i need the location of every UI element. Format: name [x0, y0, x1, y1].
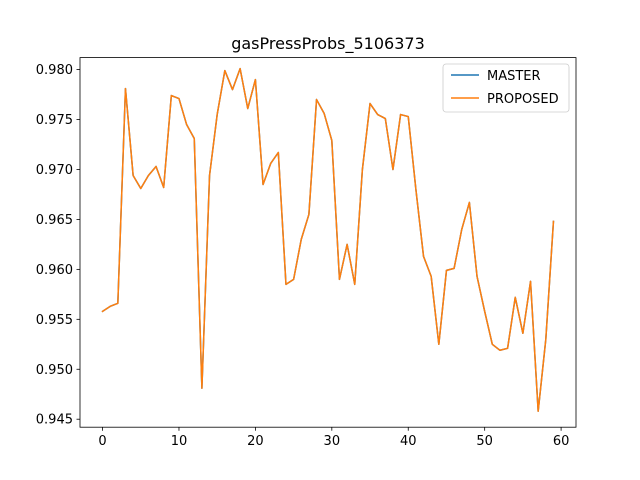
- series-layer: [101, 67, 555, 412]
- x-tick-label: 30: [324, 434, 341, 449]
- y-tick-label: 0.955: [36, 313, 73, 328]
- legend-label-proposed: PROPOSED: [487, 92, 559, 107]
- plot-area: [80, 57, 576, 428]
- chart-title: gasPressProbs_5106373: [231, 34, 425, 54]
- y-tick-label: 0.945: [36, 413, 73, 428]
- series-line-proposed: [101, 67, 555, 412]
- legend-label-master: MASTER: [487, 69, 541, 84]
- x-tick-label: 60: [553, 434, 570, 449]
- y-tick-label: 0.970: [36, 163, 73, 178]
- x-axis: 0 10 20 30 40 50 60: [98, 427, 569, 449]
- y-tick-label: 0.960: [36, 263, 73, 278]
- y-axis: 0.945 0.950 0.955 0.960 0.965 0.970 0.975 0.980: [36, 63, 80, 428]
- y-tick-label: 0.965: [36, 213, 73, 228]
- legend: MASTER PROPOSED: [442, 63, 570, 113]
- legend-box: [442, 63, 570, 113]
- x-tick-label: 0: [98, 434, 106, 449]
- plot-frame: [79, 57, 577, 428]
- x-tick-label: 10: [171, 434, 188, 449]
- x-tick-label: 50: [476, 434, 493, 449]
- x-tick-label: 20: [247, 434, 264, 449]
- x-tick-label: 40: [400, 434, 417, 449]
- y-tick-label: 0.950: [36, 363, 73, 378]
- y-tick-label: 0.975: [36, 113, 73, 128]
- y-tick-label: 0.980: [36, 63, 73, 78]
